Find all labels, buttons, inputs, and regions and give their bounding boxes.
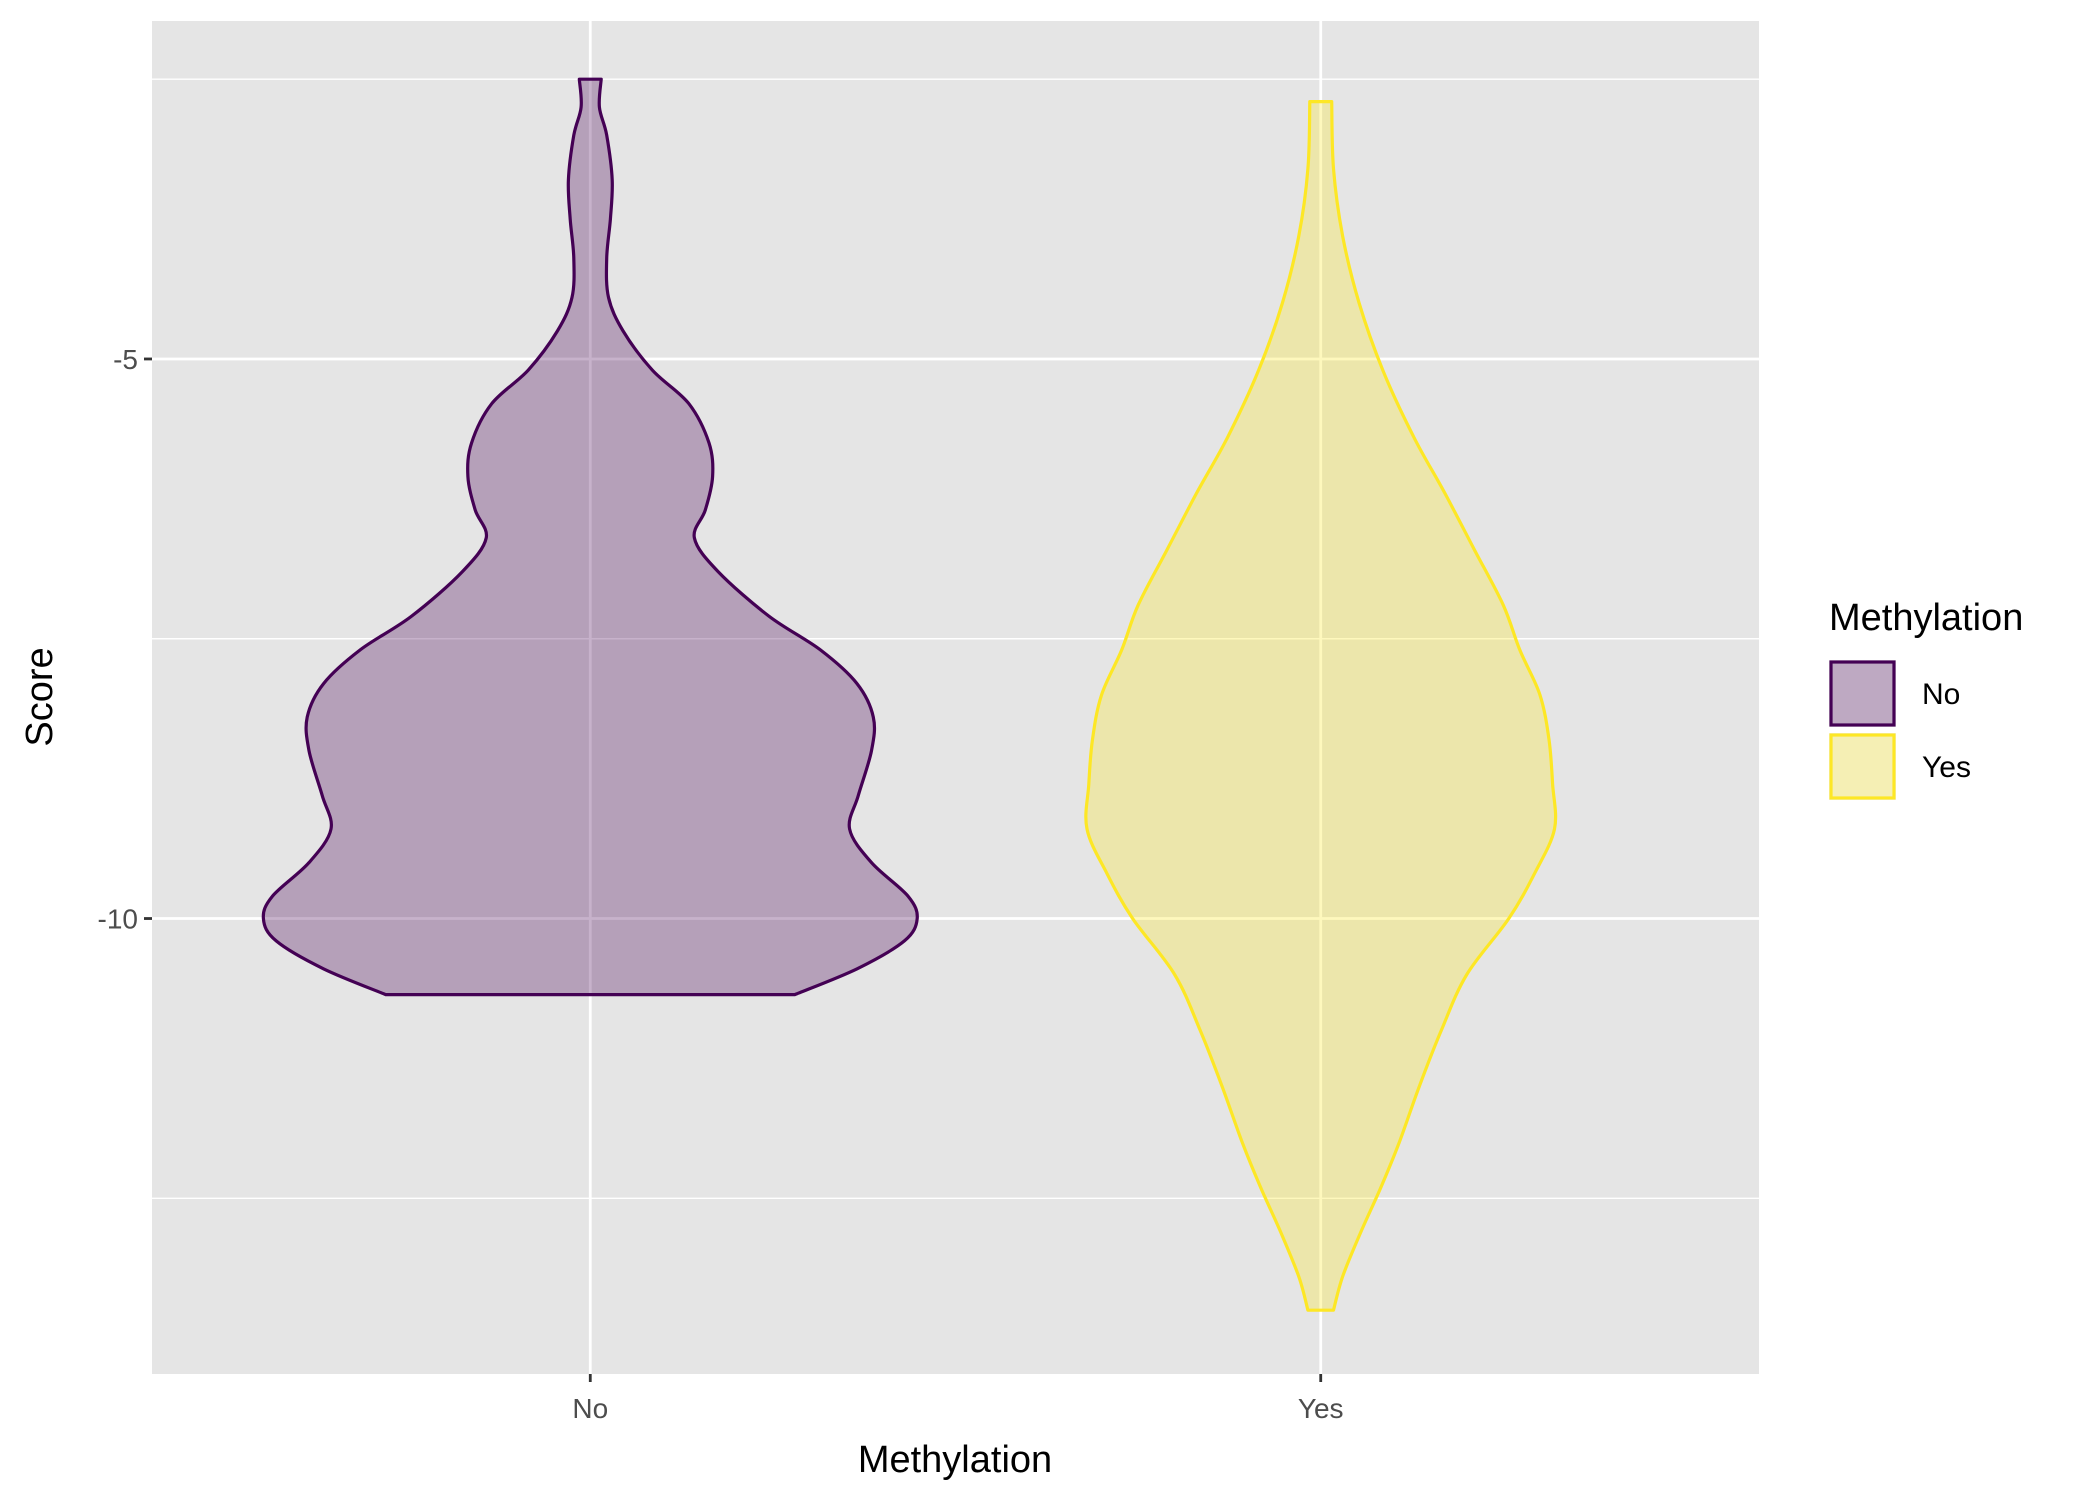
legend: Methylation No Yes [1829,597,2023,800]
legend-key-background [1829,660,1896,727]
axis-ticks [144,357,1323,1382]
legend-label-yes: Yes [1922,751,1971,784]
major-gridlines [152,21,1759,1374]
y-axis-title: Score [19,647,61,746]
minor-gridlines [152,78,1759,1200]
violin-no [261,77,919,997]
x-tick-label: No [572,1393,608,1424]
legend-label-no: No [1922,678,1960,711]
legend-key-yes [1829,733,1896,800]
x-axis-title: Methylation [858,1439,1052,1481]
y-tick-label: -5 [113,344,138,375]
legend-key-no [1829,660,1896,727]
legend-key-background [1829,733,1896,800]
panel-background [152,21,1759,1374]
violin-yes [1084,100,1558,1312]
legend-title: Methylation [1829,597,2023,639]
violins [261,77,1558,1312]
x-tick-label: Yes [1298,1393,1344,1424]
y-tick-label: -10 [98,904,138,935]
axis-tick-labels: -10 -5 No Yes [98,344,1344,1424]
